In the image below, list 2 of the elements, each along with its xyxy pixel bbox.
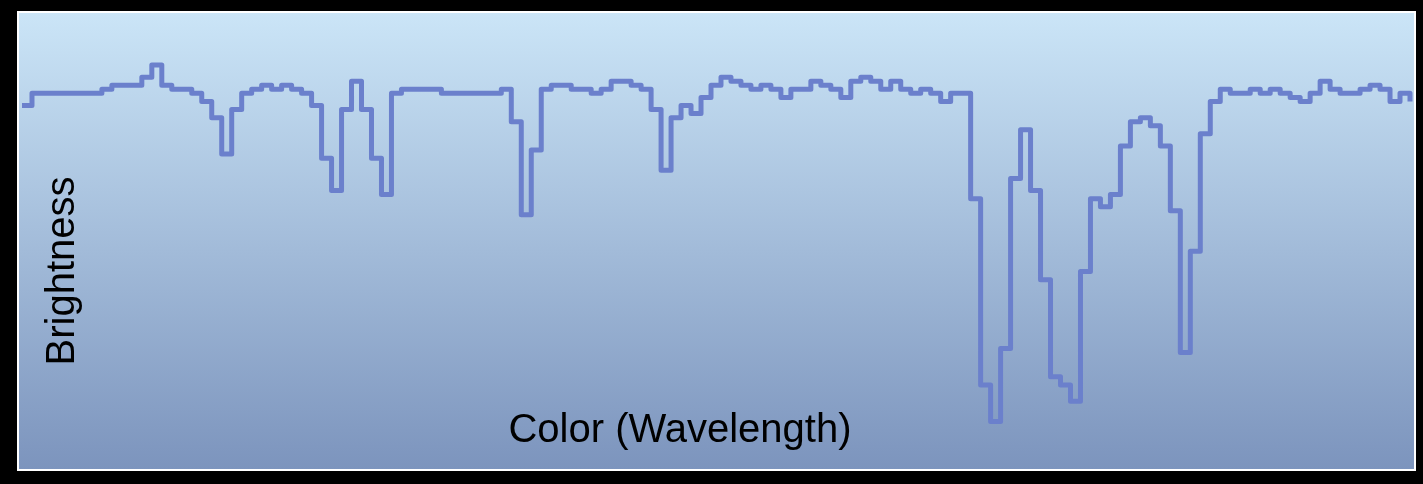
x-axis-title: Color (Wavelength) [508,406,852,450]
y-axis-title: Brightness [38,176,82,366]
